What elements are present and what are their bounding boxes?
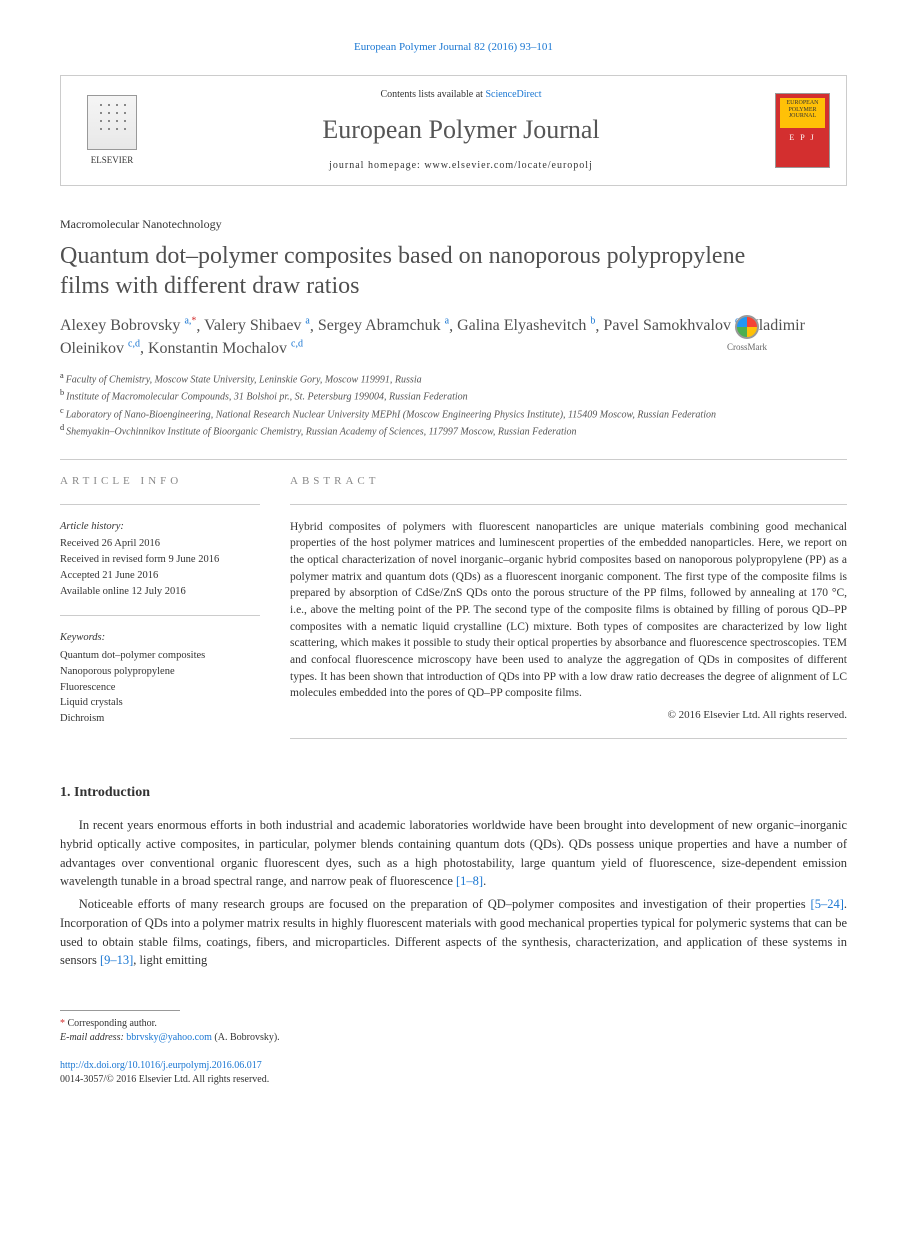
citation-link[interactable]: [5–24]	[811, 897, 844, 911]
elsevier-tree-icon	[87, 95, 137, 150]
p2-text-c: , light emitting	[133, 953, 207, 967]
email-label: E-mail address:	[60, 1032, 124, 1043]
journal-reference[interactable]: European Polymer Journal 82 (2016) 93–10…	[60, 40, 847, 55]
journal-header: ELSEVIER Contents lists available at Sci…	[60, 75, 847, 185]
issn-copyright: 0014-3057/© 2016 Elsevier Ltd. All right…	[60, 1074, 269, 1085]
crossmark-label: CrossMark	[727, 342, 767, 352]
journal-name: European Polymer Journal	[147, 112, 775, 148]
p2-text-a: Noticeable efforts of many research grou…	[79, 897, 811, 911]
header-center: Contents lists available at ScienceDirec…	[147, 88, 775, 172]
author[interactable]: Sergey Abramchuk a	[318, 317, 449, 334]
info-abstract-row: ARTICLE INFO Article history: Received 2…	[60, 474, 847, 752]
divider	[290, 504, 847, 505]
citation-link[interactable]: [1–8]	[456, 874, 483, 888]
contents-prefix: Contents lists available at	[380, 89, 485, 100]
publisher-name: ELSEVIER	[91, 154, 134, 167]
keyword: Liquid crystals	[60, 695, 260, 711]
divider	[60, 459, 847, 460]
contents-list-line: Contents lists available at ScienceDirec…	[147, 88, 775, 102]
history-line: Accepted 21 June 2016	[60, 568, 260, 584]
homepage-url[interactable]: www.elsevier.com/locate/europolj	[424, 160, 593, 171]
intro-paragraph-1: In recent years enormous efforts in both…	[60, 816, 847, 891]
intro-paragraph-2: Noticeable efforts of many research grou…	[60, 895, 847, 970]
author[interactable]: Valery Shibaev a	[204, 317, 310, 334]
keywords-block: Keywords: Quantum dot–polymer composites…	[60, 630, 260, 727]
abstract-column: ABSTRACT Hybrid composites of polymers w…	[290, 474, 847, 752]
doi-link[interactable]: http://dx.doi.org/10.1016/j.eurpolymj.20…	[60, 1060, 262, 1071]
keyword: Quantum dot–polymer composites	[60, 648, 260, 664]
article-section-label: Macromolecular Nanotechnology	[60, 216, 847, 233]
article-info-heading: ARTICLE INFO	[60, 474, 260, 489]
corr-label: Corresponding author.	[68, 1018, 157, 1029]
cover-title: EUROPEAN POLYMER JOURNAL	[780, 98, 825, 128]
article-info-column: ARTICLE INFO Article history: Received 2…	[60, 474, 260, 752]
introduction-heading: 1. Introduction	[60, 783, 847, 803]
article-history: Article history: Received 26 April 2016R…	[60, 519, 260, 600]
keyword: Dichroism	[60, 711, 260, 727]
p1-text: In recent years enormous efforts in both…	[60, 818, 847, 888]
keyword: Nanoporous polypropylene	[60, 664, 260, 680]
history-line: Available online 12 July 2016	[60, 584, 260, 600]
homepage-prefix: journal homepage:	[329, 160, 424, 171]
abstract-heading: ABSTRACT	[290, 474, 847, 489]
article-title: Quantum dot–polymer composites based on …	[60, 241, 847, 301]
p1-after: .	[483, 874, 486, 888]
elsevier-logo[interactable]: ELSEVIER	[77, 91, 147, 171]
affiliation: bInstitute of Macromolecular Compounds, …	[60, 387, 847, 404]
corr-email-link[interactable]: bbrvsky@yahoo.com	[126, 1032, 212, 1043]
affiliation-list: aFaculty of Chemistry, Moscow State Univ…	[60, 370, 847, 439]
history-line: Received 26 April 2016	[60, 536, 260, 552]
affiliation: cLaboratory of Nano-Bioengineering, Nati…	[60, 405, 847, 422]
corr-asterisk-icon: *	[60, 1018, 65, 1029]
sciencedirect-link[interactable]: ScienceDirect	[485, 89, 541, 100]
homepage-line: journal homepage: www.elsevier.com/locat…	[147, 159, 775, 173]
crossmark-icon	[735, 315, 759, 339]
corresponding-author-footnote: * Corresponding author. E-mail address: …	[60, 1017, 847, 1045]
corr-email-name: (A. Bobrovsky).	[214, 1032, 279, 1043]
history-label: Article history:	[60, 519, 260, 535]
divider	[60, 615, 260, 616]
cover-letters: E P J	[789, 132, 815, 143]
footnote-divider	[60, 1010, 180, 1011]
abstract-text: Hybrid composites of polymers with fluor…	[290, 519, 847, 702]
history-line: Received in revised form 9 June 2016	[60, 552, 260, 568]
divider	[290, 738, 847, 739]
affiliation: dShemyakin–Ovchinnikov Institute of Bioo…	[60, 422, 847, 439]
citation-link[interactable]: [9–13]	[100, 953, 133, 967]
abstract-copyright: © 2016 Elsevier Ltd. All rights reserved…	[290, 708, 847, 723]
divider	[60, 504, 260, 505]
affiliation: aFaculty of Chemistry, Moscow State Univ…	[60, 370, 847, 387]
author[interactable]: Alexey Bobrovsky a,*	[60, 317, 196, 334]
crossmark-badge[interactable]: CrossMark	[707, 315, 787, 354]
author[interactable]: Galina Elyashevitch b	[457, 317, 595, 334]
title-row: Quantum dot–polymer composites based on …	[60, 241, 847, 301]
journal-cover-thumb[interactable]: EUROPEAN POLYMER JOURNAL E P J	[775, 93, 830, 168]
author[interactable]: Konstantin Mochalov c,d	[148, 340, 303, 357]
doi-block: http://dx.doi.org/10.1016/j.eurpolymj.20…	[60, 1059, 847, 1087]
keywords-label: Keywords:	[60, 630, 260, 646]
keyword: Fluorescence	[60, 680, 260, 696]
